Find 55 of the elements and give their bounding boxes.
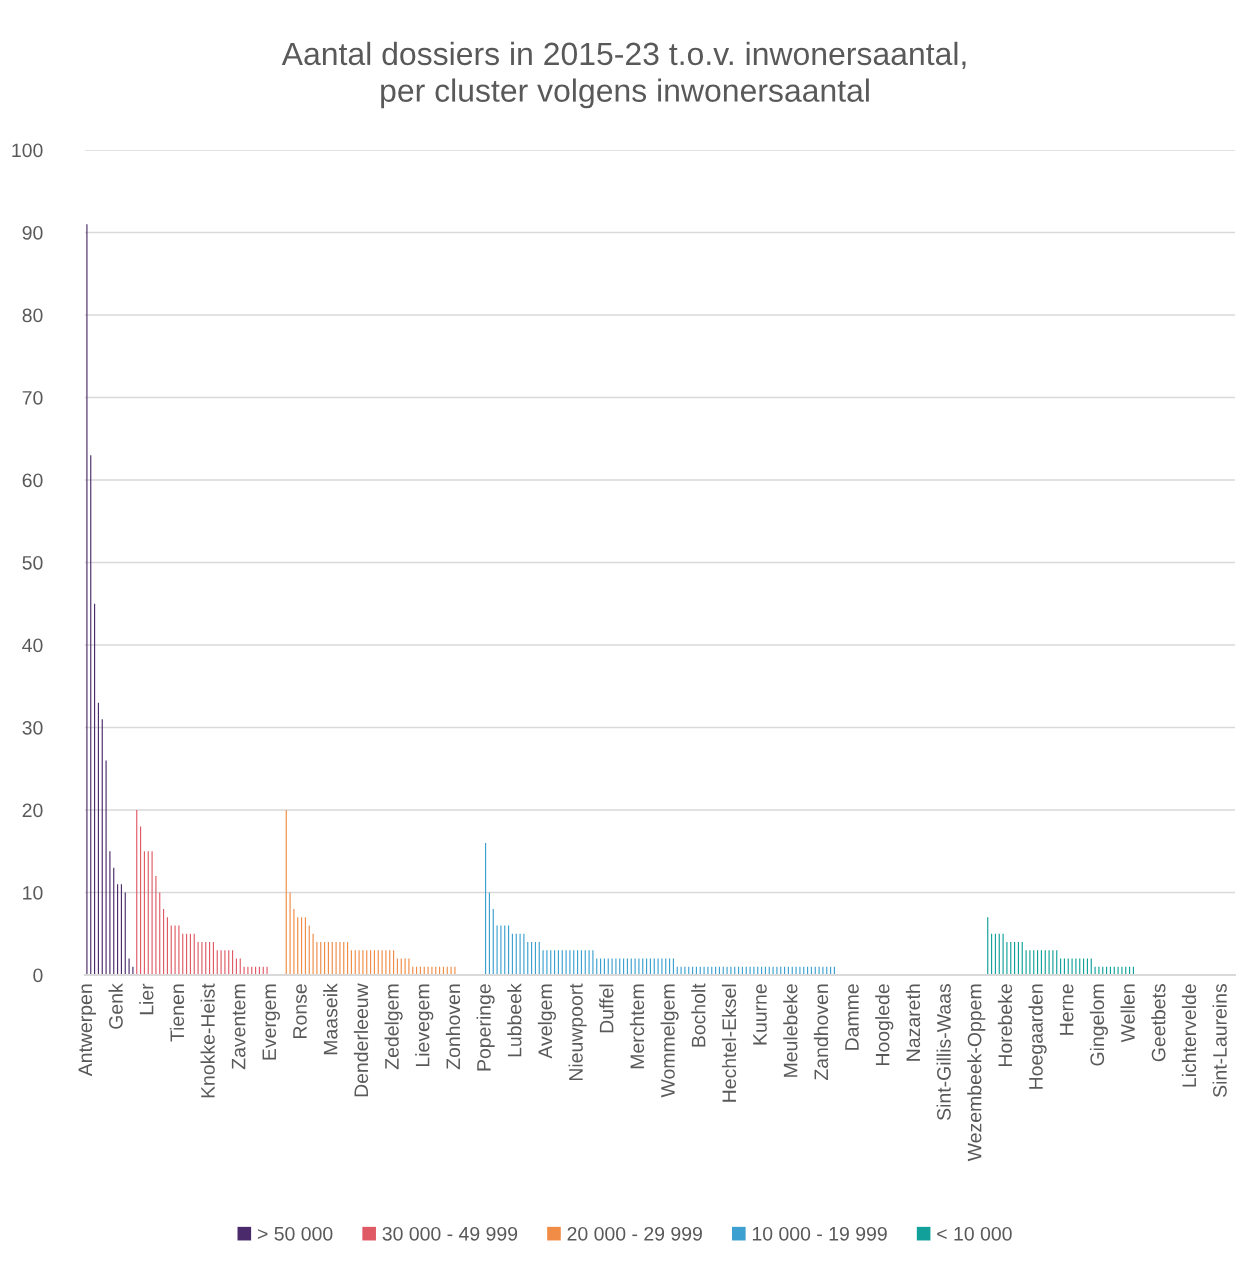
x-tick-label: Zonhoven [445, 984, 461, 1070]
legend-label: 10 000 - 19 999 [752, 1226, 887, 1241]
y-tick-label: 20 [22, 803, 43, 818]
x-tick-label: Wellen [1120, 984, 1135, 1043]
x-tick-label: Hoegaarden [1028, 984, 1047, 1089]
x-tick-label: Lichtervelde [1181, 984, 1197, 1087]
legend-label: > 50 000 [257, 1226, 333, 1241]
x-tick-label: Tienen [169, 984, 185, 1042]
y-tick-label: 60 [22, 473, 43, 488]
x-tick-label: Horebeke [997, 984, 1013, 1067]
y-tick-label: 90 [22, 225, 43, 240]
x-tick-label: Damme [845, 984, 859, 1050]
x-tick-label: Zaventem [231, 984, 246, 1070]
x-tick-label: Merchtem [629, 984, 645, 1069]
x-tick-label: Meulebeke [783, 984, 798, 1077]
y-tick-label: 70 [22, 390, 43, 405]
y-tick-label: 0 [33, 968, 43, 983]
x-tick-label: Hechtel-Eksel [721, 984, 737, 1102]
x-tick-label: Herne [1059, 984, 1074, 1035]
x-tick-label: Ronse [293, 984, 307, 1038]
x-tick-label: Avelgem [537, 984, 556, 1059]
chart-title: Aantal dossiers in 2015-23 t.o.v. inwonersaantal, per cluster volgens inwonersaantal [281, 41, 966, 109]
x-tick-label: Zandhoven [813, 984, 829, 1081]
legend-label: < 10 000 [937, 1226, 1012, 1241]
y-tick-label: 100 [12, 143, 43, 158]
x-tick-label: Antwerpen [78, 984, 96, 1077]
legend-label: 30 000 - 49 999 [382, 1226, 518, 1241]
x-tick-label: Bocholt [691, 983, 706, 1047]
x-tick-label: Gingelom [1089, 984, 1108, 1066]
y-tick-label: 40 [22, 638, 43, 653]
x-tick-label: Kuurne [753, 984, 767, 1045]
x-tick-label: Sint-Laureins [1212, 984, 1227, 1098]
x-tick-label: Nazareth [905, 984, 921, 1061]
x-tick-label: Hooglede [875, 984, 894, 1065]
x-tick-label: Genk [108, 983, 123, 1029]
x-tick-label: Nieuwpoort [568, 983, 587, 1081]
x-tick-label: Lier [139, 983, 154, 1015]
legend-label: 20 000 - 29 999 [567, 1226, 702, 1241]
x-tick-label: Geetbets [1151, 984, 1166, 1062]
x-tick-label: Maaseik [323, 983, 338, 1055]
y-tick-label: 50 [22, 555, 43, 570]
x-tick-label: Lievegem [415, 984, 434, 1067]
x-tick-label: Sint-Gillis-Waas [936, 984, 951, 1120]
y-tick-label: 80 [22, 308, 43, 323]
y-tick-label: 10 [23, 885, 43, 900]
x-tick-label: Knokke-Heist [200, 983, 215, 1098]
x-tick-label: Poperinge [476, 984, 495, 1071]
y-tick-label: 30 [22, 720, 43, 735]
x-tick-label: Evergem [262, 984, 280, 1060]
x-tick-label: Wommelgem [660, 984, 679, 1098]
x-tick-label: Wezembeek-Oppem [967, 984, 986, 1162]
x-tick-label: Denderleeuw [353, 983, 369, 1097]
x-tick-label: Duffel [599, 984, 614, 1033]
x-tick-label: Zedelgem [384, 984, 403, 1070]
x-tick-label: Lubbeek [507, 983, 522, 1057]
